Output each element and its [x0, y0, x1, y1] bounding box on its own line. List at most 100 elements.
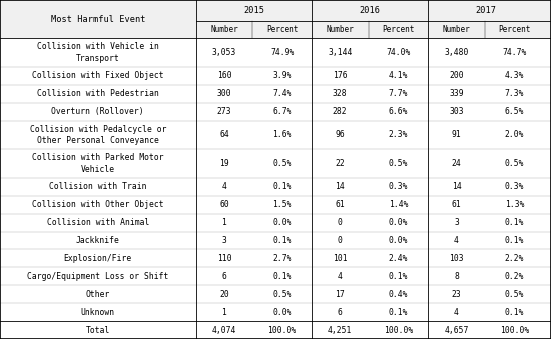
Text: 2.0%: 2.0% — [505, 131, 525, 139]
Text: Number: Number — [326, 25, 354, 34]
Text: 23: 23 — [452, 290, 461, 299]
Text: 61: 61 — [336, 200, 345, 209]
Text: Percent: Percent — [266, 25, 298, 34]
Text: 176: 176 — [333, 71, 348, 80]
Text: Most Harmful Event: Most Harmful Event — [51, 15, 145, 24]
Text: 4,251: 4,251 — [328, 325, 353, 335]
Text: Percent: Percent — [382, 25, 414, 34]
Text: 6: 6 — [222, 272, 226, 281]
Text: 0.0%: 0.0% — [388, 218, 408, 227]
Text: 328: 328 — [333, 89, 348, 98]
Text: Collision with Fixed Object: Collision with Fixed Object — [32, 71, 164, 80]
Text: Unknown: Unknown — [81, 308, 115, 317]
Text: 8: 8 — [454, 272, 459, 281]
Text: 74.0%: 74.0% — [386, 48, 410, 57]
Text: 339: 339 — [449, 89, 464, 98]
Text: 100.0%: 100.0% — [500, 325, 530, 335]
Text: 6.7%: 6.7% — [272, 107, 292, 116]
Text: 4: 4 — [338, 272, 343, 281]
Text: 282: 282 — [333, 107, 348, 116]
Text: 14: 14 — [452, 182, 461, 191]
Text: 3,053: 3,053 — [212, 48, 236, 57]
Text: Explosion/Fire: Explosion/Fire — [64, 254, 132, 263]
Text: 2.2%: 2.2% — [505, 254, 525, 263]
Text: 20: 20 — [219, 290, 229, 299]
Text: 17: 17 — [336, 290, 345, 299]
Text: 200: 200 — [449, 71, 464, 80]
Text: 0.3%: 0.3% — [388, 182, 408, 191]
Text: 273: 273 — [217, 107, 231, 116]
Text: 1: 1 — [222, 308, 226, 317]
Text: Overturn (Rollover): Overturn (Rollover) — [51, 107, 144, 116]
Text: 2.4%: 2.4% — [388, 254, 408, 263]
Text: Other: Other — [85, 290, 110, 299]
Text: 74.7%: 74.7% — [503, 48, 527, 57]
Text: 7.3%: 7.3% — [505, 89, 525, 98]
Text: 4.3%: 4.3% — [505, 71, 525, 80]
Text: Collision with Other Object: Collision with Other Object — [32, 200, 164, 209]
Text: 1.3%: 1.3% — [505, 200, 525, 209]
Text: 74.9%: 74.9% — [270, 48, 294, 57]
Text: 61: 61 — [452, 200, 461, 209]
Text: 0.0%: 0.0% — [272, 218, 292, 227]
Text: 100.0%: 100.0% — [383, 325, 413, 335]
Text: Total: Total — [85, 325, 110, 335]
Text: Collision with Pedalcycle or
Other Personal Conveyance: Collision with Pedalcycle or Other Perso… — [30, 125, 166, 145]
Text: 4.1%: 4.1% — [388, 71, 408, 80]
Text: 0.1%: 0.1% — [272, 182, 292, 191]
Text: 19: 19 — [219, 159, 229, 168]
Text: 0.4%: 0.4% — [388, 290, 408, 299]
Text: 4: 4 — [454, 308, 459, 317]
Text: 0.1%: 0.1% — [505, 236, 525, 245]
Text: 3,480: 3,480 — [444, 48, 469, 57]
Text: 3.9%: 3.9% — [272, 71, 292, 80]
Text: 1.5%: 1.5% — [272, 200, 292, 209]
Text: 303: 303 — [449, 107, 464, 116]
Text: 0.1%: 0.1% — [505, 218, 525, 227]
Text: 6.5%: 6.5% — [505, 107, 525, 116]
Text: 7.7%: 7.7% — [388, 89, 408, 98]
Text: 0.1%: 0.1% — [272, 236, 292, 245]
Text: 0.1%: 0.1% — [272, 272, 292, 281]
Text: 3,144: 3,144 — [328, 48, 353, 57]
Text: Number: Number — [210, 25, 238, 34]
Text: 1.4%: 1.4% — [388, 200, 408, 209]
Text: Number: Number — [442, 25, 471, 34]
Text: Cargo/Equipment Loss or Shift: Cargo/Equipment Loss or Shift — [27, 272, 169, 281]
Text: 6.6%: 6.6% — [388, 107, 408, 116]
Text: 0.5%: 0.5% — [505, 159, 525, 168]
Text: 0.5%: 0.5% — [505, 290, 525, 299]
Text: 0.2%: 0.2% — [505, 272, 525, 281]
Text: 6: 6 — [338, 308, 343, 317]
Text: 4,657: 4,657 — [444, 325, 469, 335]
Text: 0.5%: 0.5% — [272, 159, 292, 168]
Text: 0.3%: 0.3% — [505, 182, 525, 191]
Text: 103: 103 — [449, 254, 464, 263]
Text: 0.1%: 0.1% — [505, 308, 525, 317]
Text: 1: 1 — [222, 218, 226, 227]
Text: 60: 60 — [219, 200, 229, 209]
Text: 0.0%: 0.0% — [388, 236, 408, 245]
Text: Collision with Parked Motor
Vehicle: Collision with Parked Motor Vehicle — [32, 154, 164, 174]
Text: 110: 110 — [217, 254, 231, 263]
Text: Collision with Train: Collision with Train — [49, 182, 147, 191]
Text: 2.7%: 2.7% — [272, 254, 292, 263]
Text: 4: 4 — [222, 182, 226, 191]
Bar — [0, 0, 551, 38]
Text: 2016: 2016 — [359, 6, 381, 15]
Text: 96: 96 — [336, 131, 345, 139]
Text: 0.1%: 0.1% — [388, 272, 408, 281]
Text: Jackknife: Jackknife — [76, 236, 120, 245]
Text: Collision with Pedestrian: Collision with Pedestrian — [37, 89, 159, 98]
Text: 4: 4 — [454, 236, 459, 245]
Text: Percent: Percent — [499, 25, 531, 34]
Text: 7.4%: 7.4% — [272, 89, 292, 98]
Text: 22: 22 — [336, 159, 345, 168]
Text: 101: 101 — [333, 254, 348, 263]
Text: Collision with Vehicle in
Transport: Collision with Vehicle in Transport — [37, 42, 159, 63]
Text: 91: 91 — [452, 131, 461, 139]
Text: 1.6%: 1.6% — [272, 131, 292, 139]
Text: 3: 3 — [222, 236, 226, 245]
Text: 64: 64 — [219, 131, 229, 139]
Text: 4,074: 4,074 — [212, 325, 236, 335]
